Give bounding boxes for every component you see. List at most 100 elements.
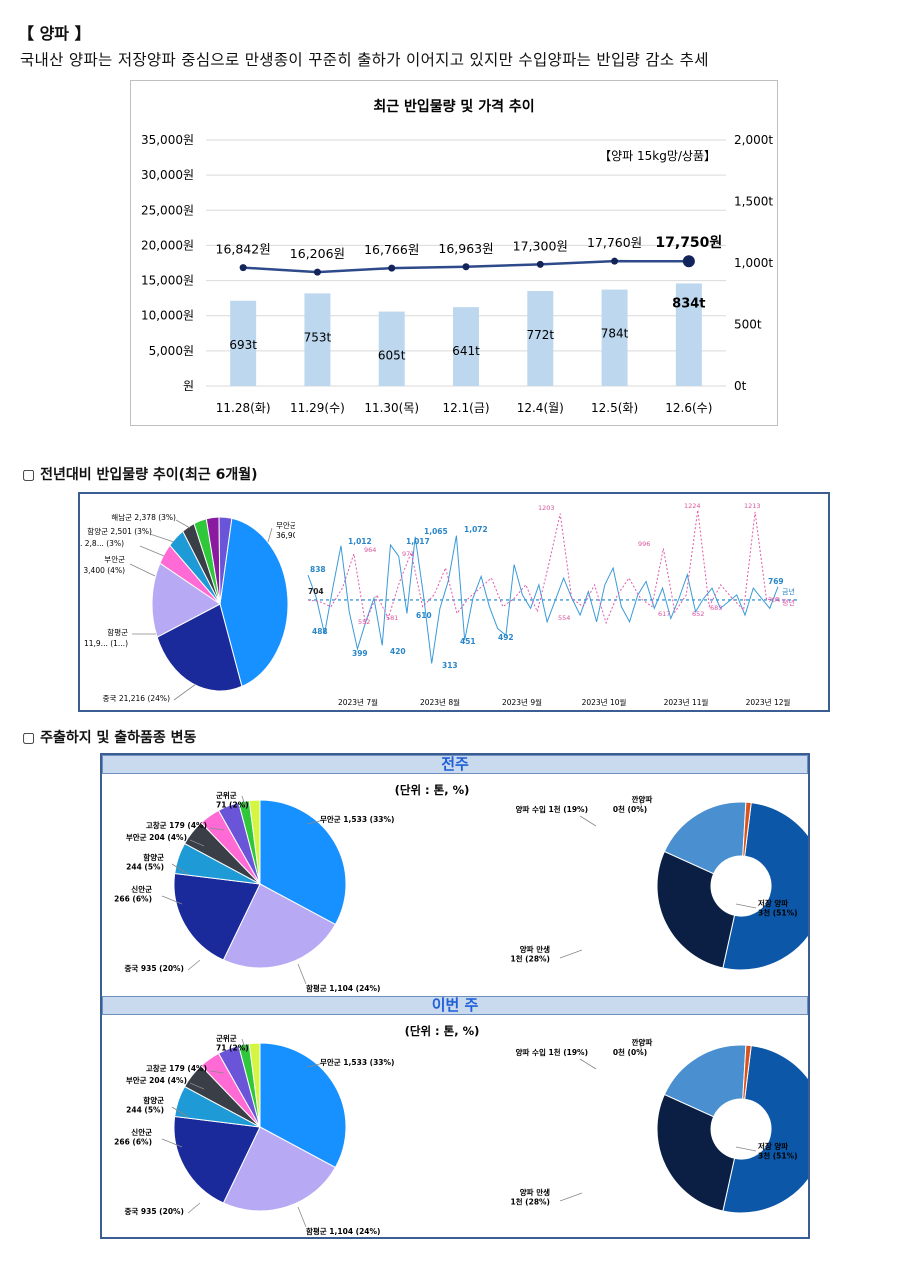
slice-label: 함평군 1,104 (24%) bbox=[306, 1226, 380, 1236]
bar-label: 605t bbox=[378, 349, 406, 363]
leader-line bbox=[639, 1041, 643, 1054]
x-tick: 2023년 8월 bbox=[420, 697, 460, 707]
leader-line bbox=[297, 1206, 307, 1228]
leader-line bbox=[161, 1138, 183, 1148]
bar bbox=[378, 311, 405, 386]
slice-label: 266 (6%) bbox=[114, 1138, 152, 1147]
slice-label: 36,905 (42%) bbox=[276, 531, 295, 540]
leader-line bbox=[189, 839, 205, 847]
x-tick: 12.4(월) bbox=[517, 401, 564, 415]
point-label: 399 bbox=[352, 649, 368, 658]
unit-label: (단위 : 톤, %) bbox=[405, 1024, 480, 1038]
point-label: 1203 bbox=[538, 504, 555, 512]
slice-label: 3,400 (4%) bbox=[83, 566, 125, 575]
price-label: 17,760원 bbox=[587, 235, 642, 250]
slice-label: 함평군 1,104 (24%) bbox=[306, 983, 380, 993]
pie-slice bbox=[219, 517, 289, 688]
point-label: 683 bbox=[710, 604, 722, 612]
slice-label: 저장 양파 bbox=[758, 898, 788, 908]
price-point bbox=[239, 264, 247, 272]
pie-slice bbox=[722, 802, 808, 971]
y-right-tick: 0t bbox=[734, 379, 747, 393]
chart-title: 최근 반입물량 및 가격 추이 bbox=[373, 98, 534, 115]
leader-line bbox=[209, 1070, 225, 1074]
slice-label: 저장 양파 bbox=[758, 1141, 788, 1151]
y-right-tick: 1,500t bbox=[734, 195, 773, 209]
x-tick: 2023년 9월 bbox=[502, 697, 542, 707]
slice-label: 깐양파 bbox=[632, 794, 653, 804]
point-label: 552 bbox=[358, 618, 370, 626]
variety-donut bbox=[656, 1044, 808, 1214]
slice-label: 1천 (28%) bbox=[510, 954, 550, 964]
slice-label: 깐양파 bbox=[632, 1037, 653, 1047]
leader-line bbox=[579, 1058, 597, 1070]
point-label: 617 bbox=[658, 610, 670, 618]
slice-label: 266 (6%) bbox=[114, 895, 152, 904]
bar bbox=[453, 307, 479, 386]
x-tick: 11.29(수) bbox=[290, 401, 345, 415]
variety-donut bbox=[656, 801, 808, 971]
slice-label: 고창군 179 (4%) bbox=[146, 820, 207, 830]
slice-label: 부안군 bbox=[104, 554, 125, 564]
slice-label: 244 (5%) bbox=[126, 1106, 164, 1115]
price-label: 16,206원 bbox=[290, 246, 345, 261]
pie-slice bbox=[259, 799, 347, 926]
pie-slice bbox=[156, 603, 243, 692]
yoy-line-chart: 838 704 488 1,012 399 420 1,017 610 1,065 313 451 1… bbox=[307, 502, 798, 707]
slice-label: 무안군 1,533 (33%) bbox=[320, 1057, 394, 1067]
y-left-tick: 20,000원 bbox=[141, 238, 194, 252]
section-title-origin: ▢ 주출하지 및 출하품종 변동 bbox=[22, 730, 197, 746]
leader-line bbox=[209, 827, 225, 831]
x-tick: 2023년 10월 bbox=[582, 697, 627, 707]
slice-label: 71 (2%) bbox=[216, 1044, 249, 1053]
leader-line bbox=[241, 1038, 247, 1052]
origin-pie bbox=[173, 799, 347, 969]
point-label: 1224 bbox=[684, 502, 701, 510]
leader-line bbox=[297, 963, 307, 985]
x-tick: 11.28(화) bbox=[216, 401, 271, 415]
y-right-tick: 1,000t bbox=[734, 256, 773, 270]
slice-label: 3천 (51%) bbox=[758, 1151, 798, 1161]
point-label: 704 bbox=[308, 587, 324, 596]
point-label: 1213 bbox=[744, 502, 761, 510]
series-line-this-year bbox=[307, 535, 779, 664]
leader-line bbox=[187, 959, 201, 971]
bar-label: 753t bbox=[304, 330, 332, 344]
legend-normal-year: 평년 bbox=[782, 598, 795, 607]
pie-slice bbox=[742, 1044, 752, 1100]
price-label: 16,963원 bbox=[438, 241, 493, 256]
slice-label: 양파 만생 bbox=[520, 1187, 550, 1197]
leader-line bbox=[306, 819, 325, 825]
legend-this-year: 금년 bbox=[782, 587, 795, 596]
slice-label: 71 (2%) bbox=[216, 801, 249, 810]
slice-label: 부안군 204 (4%) bbox=[126, 1075, 187, 1085]
price-label: 17,300원 bbox=[513, 238, 568, 253]
pie-slice bbox=[248, 1042, 261, 1128]
leader-line bbox=[175, 519, 191, 529]
pie-slice bbox=[663, 1044, 747, 1118]
point-label: 1,072 bbox=[464, 525, 488, 534]
unit-label: (단위 : 톤, %) bbox=[395, 783, 470, 797]
origin-variety-panel: 전주 (단위 : 톤, %) 무안군 1,533 (33%) 함평군 1,104 … bbox=[100, 753, 810, 1239]
leader-line bbox=[735, 903, 757, 909]
pie-slice bbox=[742, 801, 752, 857]
price-point bbox=[536, 260, 544, 268]
pie-slice bbox=[656, 850, 736, 969]
leader-line bbox=[171, 1106, 189, 1118]
pie-slice bbox=[656, 1093, 736, 1212]
slice-label: 무안군 1,533 (33%) bbox=[320, 814, 394, 824]
slice-label: 함양군 2,501 (3%) bbox=[87, 527, 152, 536]
point-label: 581 bbox=[386, 614, 398, 622]
intro-text: 국내산 양파는 저장양파 중심으로 만생종이 꾸준히 출하가 이어지고 있지만 … bbox=[20, 51, 709, 69]
point-label: 996 bbox=[638, 540, 650, 548]
pie-slice bbox=[663, 801, 747, 875]
leader-line bbox=[579, 815, 597, 827]
leader-line bbox=[559, 949, 583, 959]
point-label: 838 bbox=[310, 565, 326, 574]
bar-label: 772t bbox=[526, 328, 554, 342]
y-left-tick: 10,000원 bbox=[141, 309, 194, 323]
pie-slice bbox=[722, 1045, 808, 1214]
pie-slice bbox=[218, 516, 233, 605]
